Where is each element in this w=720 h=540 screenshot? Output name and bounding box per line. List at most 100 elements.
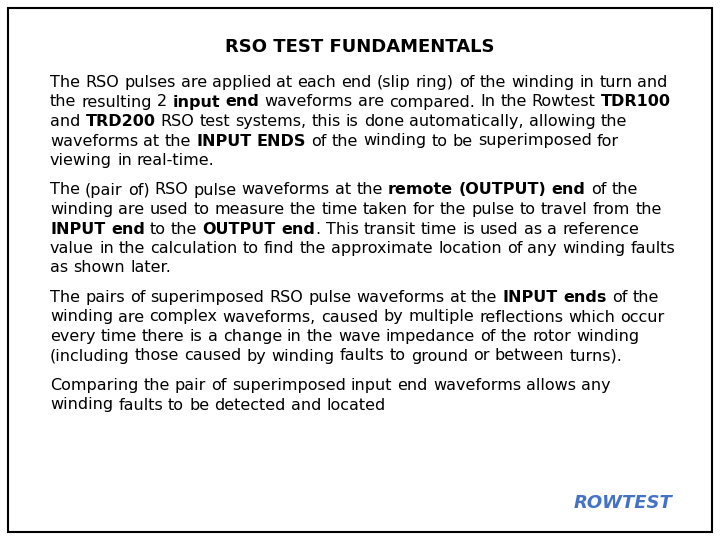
Text: allowing: allowing <box>528 114 595 129</box>
Text: INPUT: INPUT <box>50 221 105 237</box>
Text: pairs: pairs <box>85 290 125 305</box>
Text: the: the <box>143 378 170 393</box>
Text: superimposed: superimposed <box>232 378 346 393</box>
Text: are: are <box>118 309 145 325</box>
Text: waveforms: waveforms <box>50 133 138 148</box>
Text: rotor: rotor <box>532 329 571 344</box>
Text: winding: winding <box>511 75 574 90</box>
Text: waveforms: waveforms <box>265 94 353 110</box>
Text: and: and <box>50 114 81 129</box>
Text: the: the <box>600 114 627 129</box>
Text: at: at <box>335 183 351 198</box>
Text: input: input <box>172 94 220 110</box>
Text: find: find <box>264 241 294 256</box>
Text: travel: travel <box>541 202 588 217</box>
Text: compared.: compared. <box>389 94 475 110</box>
Text: the: the <box>632 290 659 305</box>
Text: the: the <box>289 202 316 217</box>
Text: faults: faults <box>630 241 675 256</box>
Text: any: any <box>527 241 557 256</box>
Text: turn: turn <box>599 75 632 90</box>
Text: in: in <box>287 329 302 344</box>
Text: the: the <box>500 94 526 110</box>
Text: of: of <box>480 329 495 344</box>
Text: the: the <box>332 133 359 148</box>
Text: to: to <box>390 348 406 363</box>
Text: a: a <box>547 221 557 237</box>
Text: in: in <box>580 75 594 90</box>
Text: waveforms: waveforms <box>356 290 445 305</box>
Text: is: is <box>462 221 475 237</box>
Text: to: to <box>431 133 448 148</box>
Text: in: in <box>117 153 132 168</box>
Text: ring): ring) <box>416 75 454 90</box>
Text: applied: applied <box>212 75 271 90</box>
Text: to: to <box>168 397 184 413</box>
Text: waveforms: waveforms <box>242 183 330 198</box>
Text: winding: winding <box>576 329 639 344</box>
Text: test: test <box>199 114 230 129</box>
Text: end: end <box>552 183 586 198</box>
Text: systems,: systems, <box>235 114 307 129</box>
Text: winding: winding <box>50 309 113 325</box>
Text: the: the <box>307 329 333 344</box>
Text: pair: pair <box>175 378 207 393</box>
Text: at: at <box>450 290 466 305</box>
Text: ground: ground <box>411 348 468 363</box>
Text: value: value <box>50 241 94 256</box>
Text: in: in <box>99 241 114 256</box>
Text: of: of <box>507 241 522 256</box>
Text: Comparing: Comparing <box>50 378 138 393</box>
Text: to: to <box>193 202 210 217</box>
Text: resulting: resulting <box>81 94 152 110</box>
Text: located: located <box>326 397 386 413</box>
Text: (OUTPUT): (OUTPUT) <box>459 183 546 198</box>
Text: of: of <box>212 378 227 393</box>
Text: as: as <box>50 260 68 275</box>
Text: by: by <box>383 309 403 325</box>
Text: this: this <box>312 114 341 129</box>
Text: winding: winding <box>364 133 426 148</box>
Text: used: used <box>150 202 188 217</box>
Text: change: change <box>222 329 282 344</box>
Text: wave: wave <box>338 329 381 344</box>
Text: end: end <box>397 378 428 393</box>
Text: RSO: RSO <box>161 114 194 129</box>
Text: be: be <box>189 397 210 413</box>
Text: and: and <box>291 397 321 413</box>
Text: pulse: pulse <box>194 183 237 198</box>
Text: of: of <box>459 75 474 90</box>
Text: the: the <box>471 290 498 305</box>
Text: the: the <box>480 75 506 90</box>
Text: the: the <box>635 202 662 217</box>
Text: to: to <box>150 221 166 237</box>
Text: transit: transit <box>364 221 415 237</box>
Text: for: for <box>597 133 619 148</box>
Text: detected: detected <box>215 397 286 413</box>
Text: RSO TEST FUNDAMENTALS: RSO TEST FUNDAMENTALS <box>225 38 495 56</box>
Text: caused: caused <box>321 309 378 325</box>
Text: of): of) <box>128 183 150 198</box>
Text: Rowtest: Rowtest <box>532 94 595 110</box>
Text: are: are <box>358 94 384 110</box>
Text: used: used <box>480 221 518 237</box>
Text: RSO: RSO <box>85 75 119 90</box>
Text: is: is <box>190 329 202 344</box>
Text: of: of <box>591 183 606 198</box>
Text: are: are <box>118 202 145 217</box>
Text: the: the <box>119 241 145 256</box>
Text: faults: faults <box>340 348 384 363</box>
Text: INPUT: INPUT <box>503 290 558 305</box>
Text: The: The <box>50 75 80 90</box>
Text: as: as <box>523 221 542 237</box>
Text: superimposed: superimposed <box>150 290 264 305</box>
Text: from: from <box>593 202 630 217</box>
Text: reflections: reflections <box>479 309 563 325</box>
Text: (slip: (slip <box>377 75 410 90</box>
Text: winding: winding <box>271 348 335 363</box>
Text: the: the <box>356 183 382 198</box>
Text: occur: occur <box>620 309 665 325</box>
Text: the: the <box>300 241 326 256</box>
Text: (pair: (pair <box>85 183 122 198</box>
Text: be: be <box>453 133 473 148</box>
